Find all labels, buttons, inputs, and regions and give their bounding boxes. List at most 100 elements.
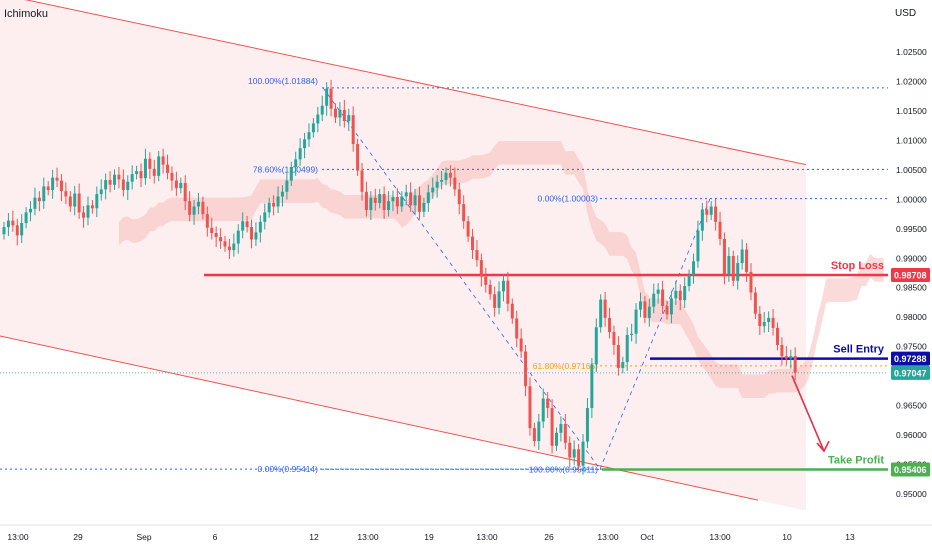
candle-body	[99, 189, 103, 195]
candle-body	[753, 292, 757, 314]
channel-upper-line	[24, 0, 807, 166]
last-price-value: 0.97047	[894, 368, 927, 378]
candle-body	[378, 194, 382, 203]
candle-body	[493, 294, 497, 308]
candle-body	[665, 306, 669, 315]
candle-body	[135, 171, 139, 175]
candle-body	[214, 233, 218, 238]
candle-body	[510, 303, 514, 319]
candle-body	[307, 132, 311, 140]
candle-body	[294, 159, 298, 168]
candle-body	[241, 221, 245, 231]
candle-body	[634, 309, 638, 334]
fib-label-100-high: 100.00%(1.01884)	[248, 76, 318, 86]
candle-body	[422, 202, 426, 212]
candle-body	[749, 271, 753, 293]
x-tick-label: Oct	[640, 532, 654, 542]
candle-body	[426, 192, 430, 203]
take-profit-label: Take Profit	[828, 455, 884, 467]
candle-body	[762, 322, 766, 327]
candle-body	[2, 227, 6, 235]
candle-body	[546, 398, 550, 409]
candle-body	[731, 256, 735, 281]
candle-body	[227, 246, 231, 251]
candle-body	[555, 432, 558, 446]
candle-body	[64, 191, 68, 197]
candle-body	[289, 167, 293, 181]
candle-body	[674, 290, 678, 299]
fib-label-618: 61.80%(0.97165)	[533, 361, 598, 371]
y-tick-label: 1.02000	[896, 76, 927, 86]
candle-body	[621, 362, 625, 368]
candle-body	[196, 201, 200, 207]
y-tick-label: 1.01000	[896, 135, 927, 145]
channel-lower-line	[0, 335, 759, 501]
ichimoku-cloud	[118, 141, 884, 399]
sell-entry-tag	[891, 351, 930, 366]
y-tick-label: 0.99500	[896, 224, 927, 234]
x-tick-label: 13:00	[7, 532, 29, 542]
candle-body	[73, 193, 77, 207]
candle-body	[630, 333, 634, 335]
candle-body	[767, 317, 771, 322]
candle-body	[577, 449, 581, 466]
candle-body	[351, 115, 355, 145]
fib-label-100-low: 100.00%(0.95411)	[529, 464, 598, 474]
candle-body	[585, 408, 589, 442]
candle-body	[417, 195, 421, 212]
y-tick-label: 0.96000	[896, 430, 927, 440]
candle-body	[285, 180, 289, 192]
x-tick-label: 13:00	[476, 532, 498, 542]
candle-body	[86, 205, 90, 218]
candle-body	[391, 197, 395, 202]
candle-body	[250, 227, 254, 240]
candle-body	[166, 164, 170, 173]
candle-body	[625, 334, 629, 363]
candle-body	[727, 256, 731, 275]
candle-body	[603, 299, 607, 318]
candle-body	[501, 280, 505, 292]
candle-body	[276, 196, 280, 207]
indicator-label[interactable]: Ichimoku	[4, 8, 49, 20]
y-tick-label: 1.02500	[896, 47, 927, 57]
candle-body	[382, 194, 386, 211]
stop-loss-label: Stop Loss	[831, 260, 884, 272]
candle-body	[497, 291, 501, 308]
candle-body	[745, 249, 749, 272]
candle-body	[678, 290, 682, 301]
candle-body	[572, 449, 576, 458]
candle-body	[692, 261, 696, 275]
candle-body	[11, 220, 15, 226]
candle-body	[700, 209, 704, 231]
candle-body	[108, 179, 112, 185]
candle-body	[68, 196, 72, 207]
candle-body	[37, 197, 41, 202]
candle-body	[152, 168, 156, 176]
candle-body	[170, 172, 174, 181]
candle-body	[334, 108, 337, 118]
candle-body	[740, 249, 744, 264]
candle-body	[183, 182, 187, 202]
candle-body	[347, 115, 351, 122]
candle-body	[448, 172, 452, 178]
candle-body	[709, 206, 713, 215]
candle-body	[121, 179, 125, 190]
candle-body	[219, 237, 223, 242]
candle-body	[329, 88, 333, 109]
candle-body	[705, 209, 709, 215]
candle-body	[444, 172, 448, 180]
sell-entry-value: 0.97288	[894, 354, 927, 364]
candle-body	[139, 171, 143, 179]
candle-body	[55, 177, 59, 181]
candle-body	[316, 114, 320, 124]
candle-body	[364, 191, 368, 211]
x-tick-label: 13:00	[709, 532, 731, 542]
y-tick-label: 0.95000	[896, 489, 927, 499]
candle-body	[471, 236, 475, 251]
fib-label-786: 78.60%(1.00499)	[253, 164, 318, 174]
y-tick-label: 1.00000	[896, 194, 927, 204]
candle-body	[258, 221, 262, 233]
candle-body	[506, 280, 510, 304]
candle-body	[440, 179, 444, 182]
